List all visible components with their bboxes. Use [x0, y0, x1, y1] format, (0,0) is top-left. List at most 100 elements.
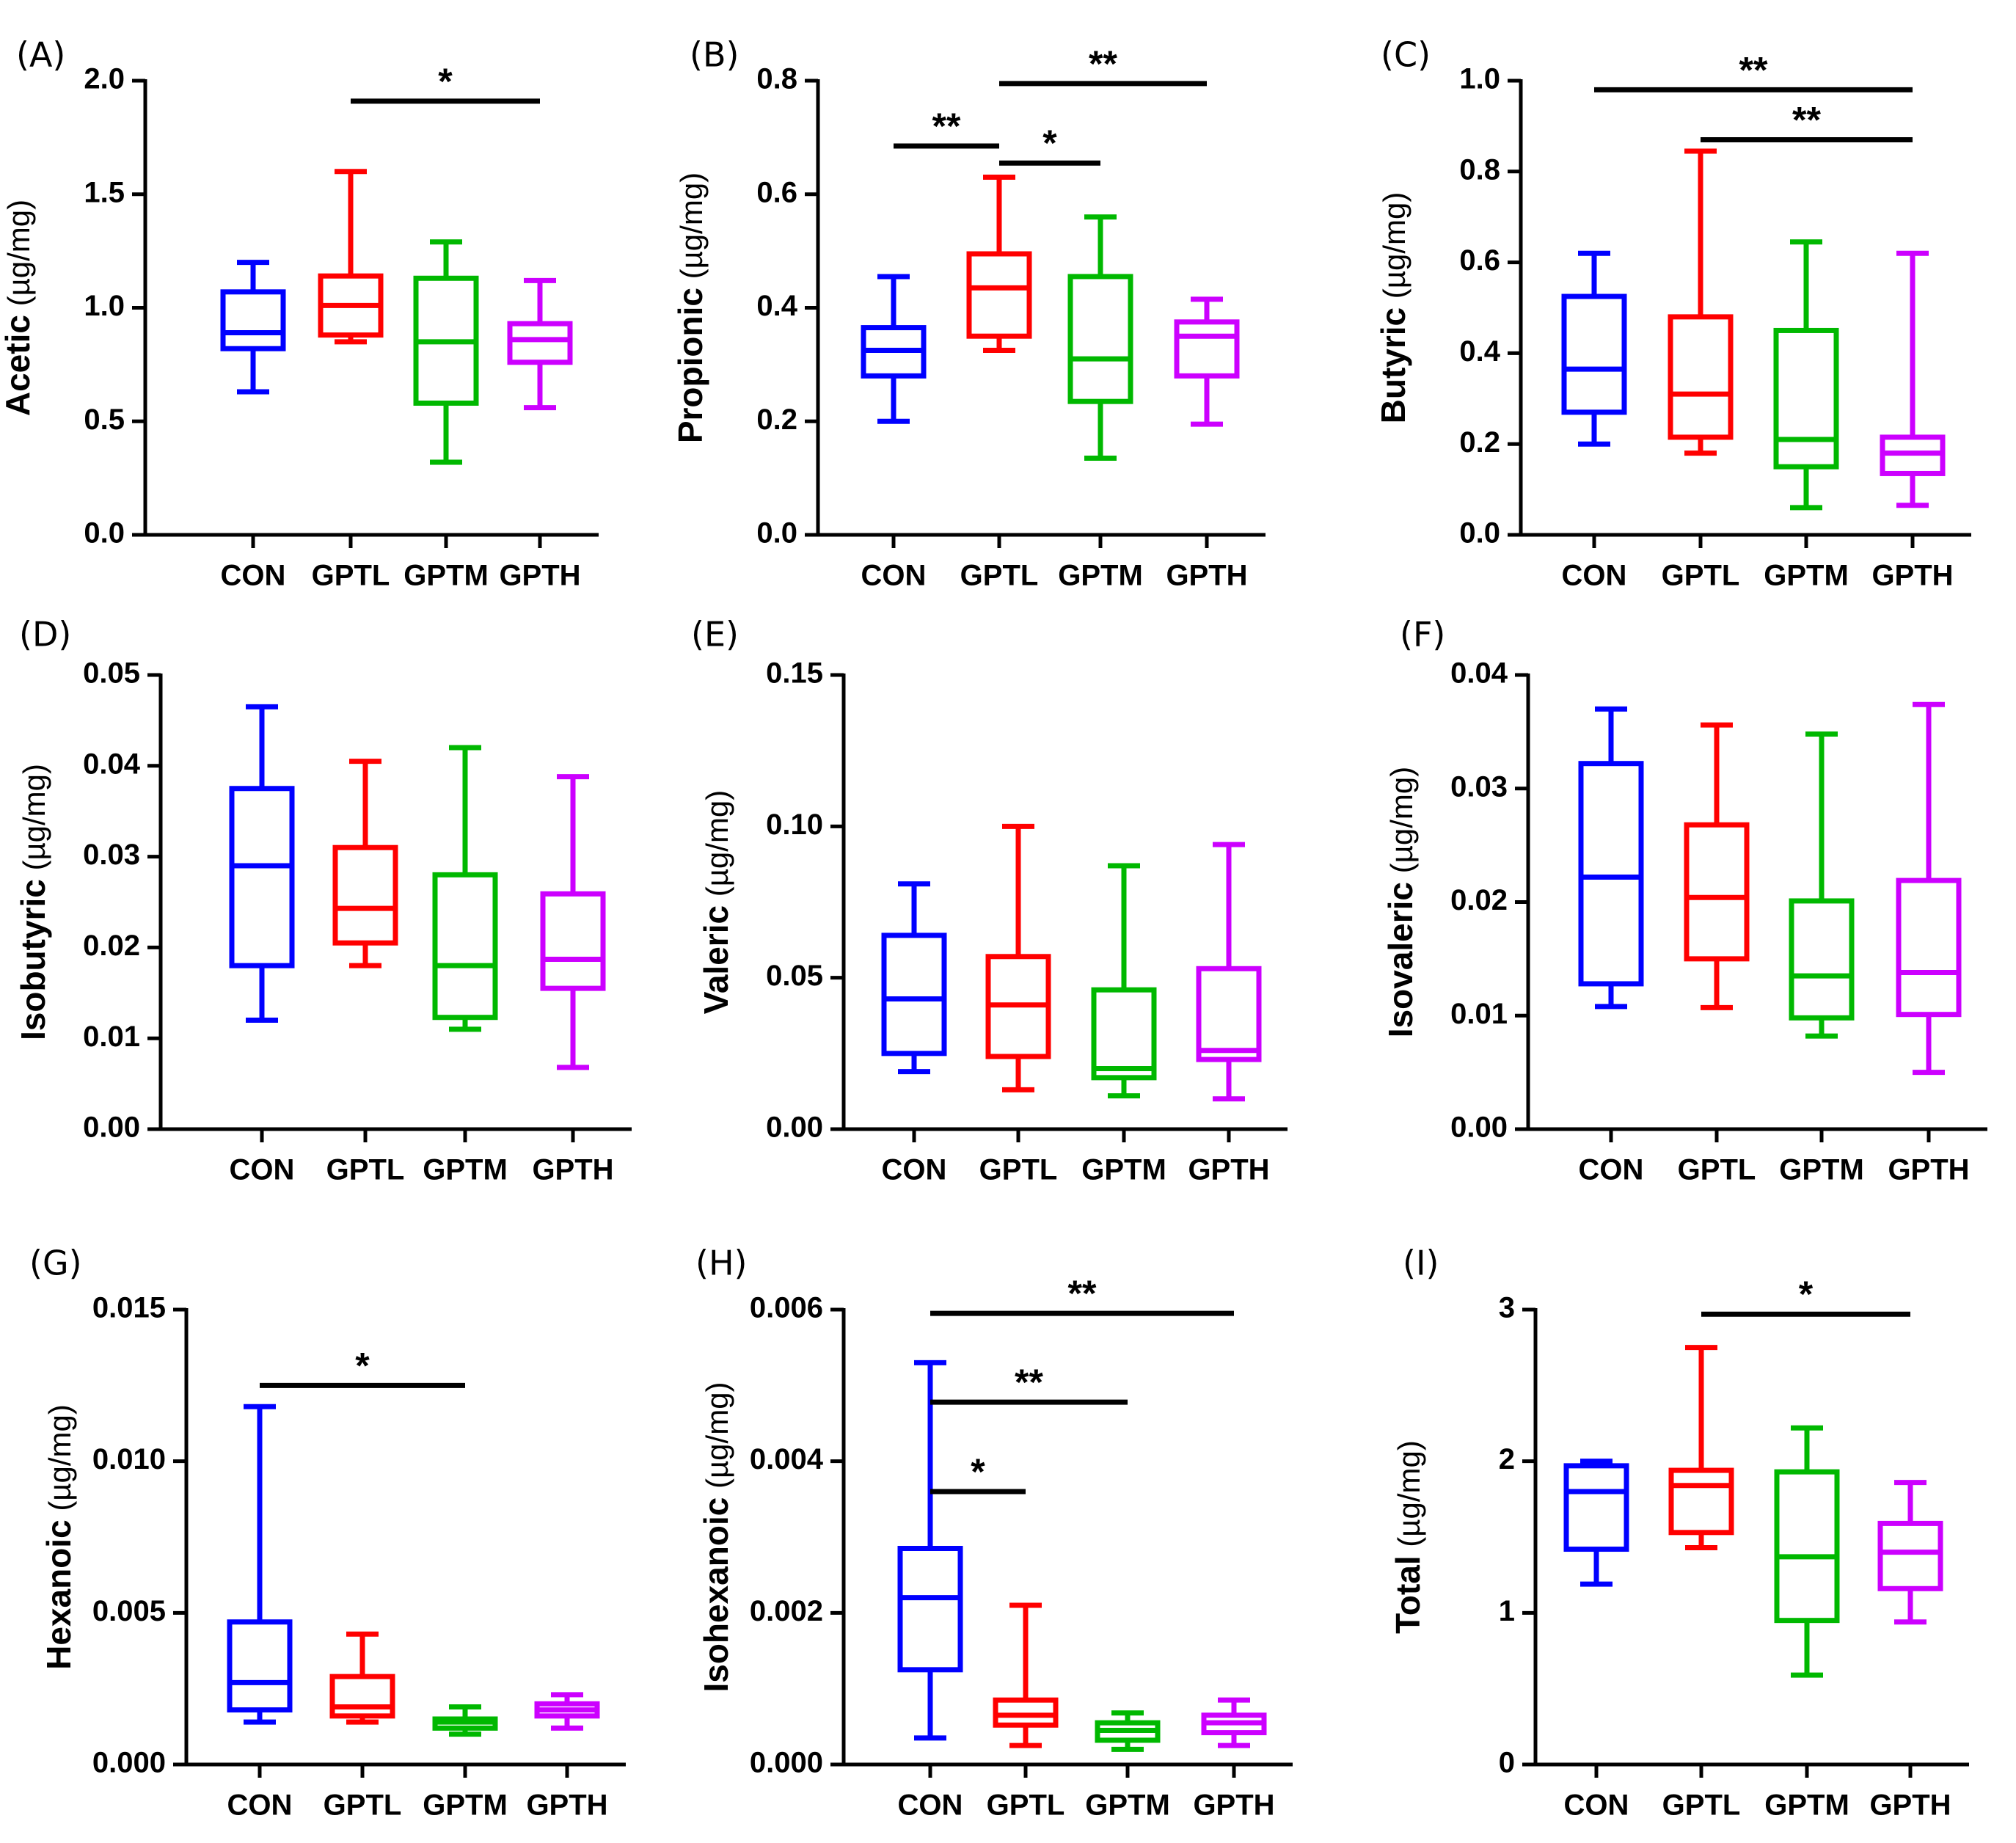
x-tick-label-gptl: GPTL: [326, 1154, 405, 1186]
y-tick-label: 0.002: [750, 1595, 823, 1627]
chart-panel-g: (G) 0.000 0.005 0.010 0.015 Hexanoic (µg/mg) C…: [29, 1244, 626, 1822]
x-tick-label-gptm: GPTM: [1081, 1154, 1166, 1186]
x-tick-label-gpth: GPTH: [1871, 560, 1953, 592]
box-gptm: [1095, 1710, 1161, 1752]
significance-bracket: **: [930, 1362, 1128, 1405]
significance-label: **: [1015, 1362, 1043, 1403]
box-iqr: [329, 1674, 395, 1719]
y-axis-title-name: Isohexanoic: [697, 1497, 735, 1693]
y-tick-label: 0.4: [1459, 335, 1500, 368]
x-tick-label-gptm: GPTM: [1058, 560, 1143, 592]
box-gpth: [534, 1692, 600, 1731]
significance-label: **: [932, 106, 961, 147]
y-axis-title: Isohexanoic (µg/mg): [697, 1382, 735, 1692]
y-tick-label: 0.00: [83, 1112, 140, 1144]
box-iqr: [432, 872, 498, 1021]
box-gpth: [1174, 296, 1240, 427]
box-gptl: [985, 823, 1051, 1092]
x-tick-label-gpth: GPTH: [1888, 1154, 1969, 1186]
box-iqr: [1563, 1463, 1629, 1552]
y-tick-label: 0.6: [1459, 244, 1500, 277]
box-iqr: [229, 786, 295, 968]
y-axis-title-unit: (µg/mg): [1, 200, 36, 315]
x-tick-label-gpth: GPTH: [1188, 1154, 1269, 1186]
y-tick-label: 0.015: [92, 1292, 166, 1324]
x-tick-label-con: CON: [882, 1154, 947, 1186]
panel-label: (G): [29, 1244, 82, 1283]
box-gptm: [432, 1704, 498, 1737]
y-axis-title-unit: (µg/mg): [1384, 767, 1419, 882]
y-tick-label: 0.05: [83, 657, 140, 690]
y-tick-label: 0.8: [756, 63, 797, 95]
significance-bracket: *: [351, 61, 540, 104]
y-tick-label: 1.5: [84, 176, 125, 208]
y-tick-label: 0.5: [84, 404, 125, 436]
significance-bracket: **: [894, 106, 999, 149]
box-con: [1563, 1459, 1629, 1587]
box-con: [220, 260, 286, 395]
x-tick-label-con: CON: [221, 560, 286, 592]
panel-label: (I): [1403, 1244, 1439, 1283]
significance-bracket: **: [1701, 99, 1913, 142]
y-tick-label: 0.05: [766, 960, 823, 992]
significance-label: **: [1792, 99, 1821, 140]
box-iqr: [1561, 293, 1627, 415]
y-axis-title-name: Valeric: [697, 905, 735, 1014]
x-tick-label-gptl: GPTL: [979, 1154, 1058, 1186]
box-gpth: [1896, 701, 1962, 1076]
y-tick-label: 0.00: [766, 1112, 823, 1144]
x-tick-label-con: CON: [1564, 1789, 1629, 1822]
significance-label: *: [1042, 123, 1057, 164]
y-axis-title-name: Isovaleric: [1381, 882, 1420, 1037]
box-iqr: [1773, 327, 1839, 470]
x-tick-label-gpth: GPTH: [1869, 1789, 1951, 1822]
box-iqr: [332, 844, 398, 946]
panel-label: (D): [19, 615, 71, 654]
box-iqr: [1774, 1469, 1840, 1624]
box-iqr: [1684, 822, 1750, 962]
x-tick-label-gptm: GPTM: [1764, 1789, 1849, 1822]
box-iqr: [993, 1697, 1059, 1728]
x-tick-label-gpth: GPTH: [499, 560, 580, 592]
x-tick-label-gpth: GPTH: [532, 1154, 613, 1186]
x-tick-label-gpth: GPTH: [1166, 560, 1247, 592]
panel-label: (A): [16, 35, 65, 75]
chart-panel-c: (C) 0.0 0.2 0.4 0.6 0.8 1.0 Butyric (µg/mg) CON G…: [1374, 35, 1971, 592]
box-iqr: [507, 321, 573, 365]
box-gptm: [1774, 1425, 1840, 1678]
y-axis-title-unit: (µg/mg): [700, 790, 734, 905]
significance-label: *: [971, 1451, 985, 1492]
box-gptl: [1684, 722, 1750, 1010]
panel-label: (H): [695, 1244, 747, 1283]
y-axis-title-name: Acetic: [0, 315, 37, 416]
y-tick-label: 0.03: [83, 839, 140, 871]
box-gptl: [332, 759, 398, 968]
y-tick-label: 0.000: [92, 1747, 166, 1779]
x-tick-label-gptl: GPTL: [960, 560, 1039, 592]
box-gpth: [540, 774, 606, 1070]
box-con: [1561, 250, 1627, 447]
y-axis-title-unit: (µg/mg): [17, 764, 51, 879]
box-con: [881, 881, 947, 1075]
chart-panel-e: (E) 0.00 0.05 0.10 0.15 Valeric (µg/mg) CON GPT…: [691, 615, 1288, 1186]
y-axis-title: Hexanoic (µg/mg): [40, 1404, 78, 1670]
box-iqr: [227, 1619, 293, 1713]
y-tick-label: 0.000: [750, 1747, 823, 1779]
x-tick-label-con: CON: [230, 1154, 295, 1186]
chart-panel-f: (F) 0.00 0.01 0.02 0.03 0.04 Isovaleric (µg/mg…: [1381, 615, 1987, 1186]
y-tick-label: 2.0: [84, 63, 125, 95]
y-axis-title: Isovaleric (µg/mg): [1381, 767, 1420, 1037]
x-tick-label-gptm: GPTM: [423, 1154, 508, 1186]
panel-label: (E): [691, 615, 739, 654]
chart-panel-h: (H) 0.000 0.002 0.004 0.006 Isohexanoic (µg/m…: [695, 1244, 1293, 1822]
box-iqr: [1196, 966, 1262, 1062]
x-tick-label-gptl: GPTL: [312, 560, 390, 592]
box-iqr: [1877, 1520, 1943, 1591]
box-iqr: [1668, 1467, 1734, 1536]
panel-label: (C): [1381, 35, 1431, 75]
significance-label: *: [438, 61, 453, 102]
y-tick-label: 0.4: [756, 290, 797, 322]
box-gptl: [1668, 148, 1734, 456]
box-gptl: [1668, 1345, 1734, 1550]
y-tick-label: 0.004: [750, 1443, 824, 1475]
